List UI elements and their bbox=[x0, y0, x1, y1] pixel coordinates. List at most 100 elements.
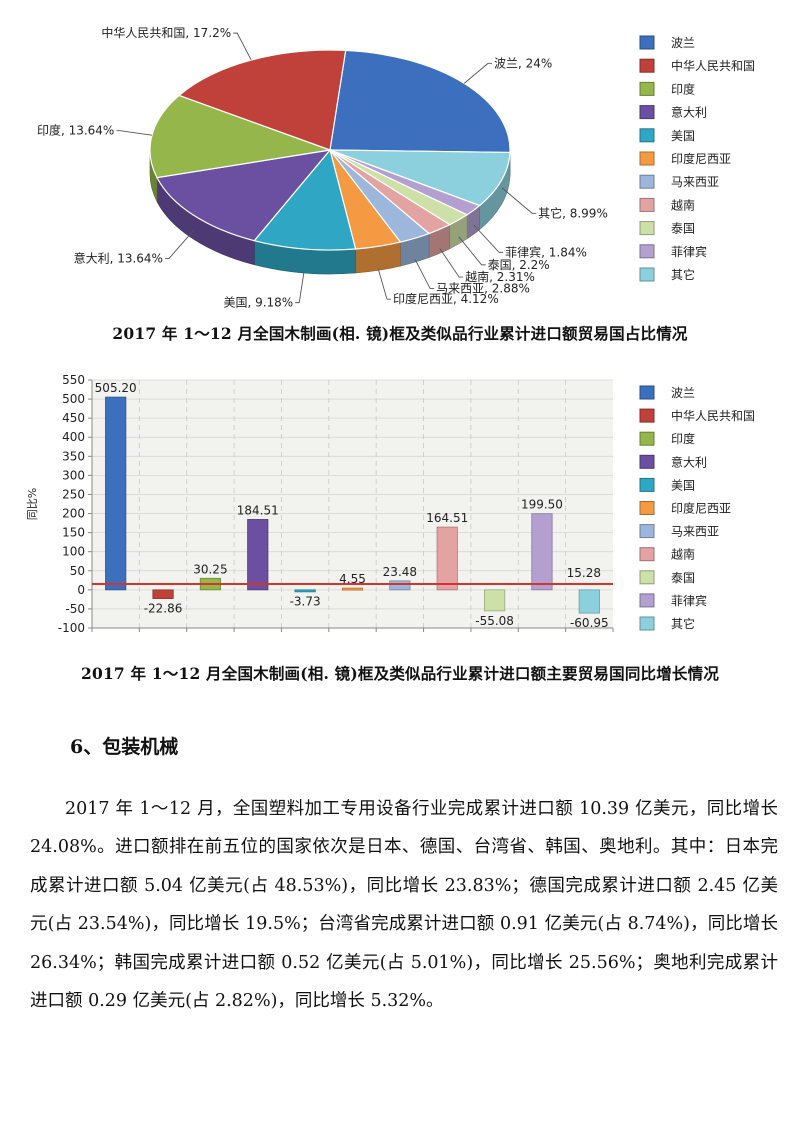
pie-slice-label: 美国, 9.18% bbox=[223, 296, 293, 310]
pie-leader-line bbox=[501, 187, 537, 214]
y-axis-label: 同比% bbox=[26, 488, 39, 520]
pie-slice-label: 越南, 2.31% bbox=[465, 269, 535, 284]
legend-swatch bbox=[639, 593, 655, 608]
legend-label: 马来西亚 bbox=[671, 525, 719, 539]
legend-swatch bbox=[639, 58, 655, 73]
legend-label: 印度尼西亚 bbox=[671, 151, 731, 166]
pie-leader-line bbox=[233, 32, 252, 61]
pie-slice-label: 马来西亚, 2.88% bbox=[436, 282, 530, 296]
legend-swatch bbox=[639, 128, 655, 143]
legend-swatch bbox=[639, 174, 655, 189]
bar-value-label: 505.20 bbox=[95, 381, 137, 395]
pie-leader-line bbox=[458, 236, 486, 266]
legend-swatch bbox=[639, 547, 655, 562]
bar-item-6 bbox=[389, 580, 411, 591]
pie-leader-line bbox=[463, 62, 493, 84]
y-tick-label: 350 bbox=[62, 449, 85, 463]
legend-label: 波兰 bbox=[671, 386, 695, 400]
legend-swatch bbox=[639, 151, 655, 166]
pie-slice-label: 印度尼西亚, 4.12% bbox=[393, 291, 499, 306]
legend-swatch bbox=[639, 616, 655, 631]
legend-label: 越南 bbox=[671, 547, 695, 562]
legend-label: 波兰 bbox=[671, 36, 695, 50]
section-heading: 6、包装机械 bbox=[70, 736, 179, 758]
y-tick-label: 250 bbox=[62, 487, 85, 501]
legend-label: 印度尼西亚 bbox=[671, 501, 731, 516]
section-body: 2017 年 1～12 月，全国塑料加工专用设备行业完成累计进口额 10.39 … bbox=[30, 790, 778, 1020]
legend-swatch bbox=[639, 477, 655, 492]
pie-tops bbox=[149, 49, 511, 251]
legend-label: 菲律宾 bbox=[671, 244, 707, 259]
y-tick-label: 300 bbox=[62, 468, 85, 482]
legend-swatch bbox=[639, 197, 655, 212]
legend-label: 意大利 bbox=[671, 454, 707, 469]
legend-label: 其它 bbox=[671, 267, 695, 282]
bar-item-5 bbox=[341, 587, 364, 591]
pie-slice-label: 中华人民共和国, 17.2% bbox=[101, 25, 231, 40]
pie-slice-label: 波兰, 24% bbox=[494, 56, 552, 70]
bar-value-label: -22.86 bbox=[144, 602, 183, 616]
legend-label: 越南 bbox=[671, 197, 695, 212]
bar-item-10 bbox=[578, 589, 600, 614]
pie-leader-line bbox=[439, 248, 464, 278]
pie-sides bbox=[149, 149, 511, 275]
bar-item-1 bbox=[152, 589, 174, 599]
legend-label: 印度 bbox=[671, 81, 695, 96]
grid-lines bbox=[92, 379, 613, 629]
pie-chart: 波兰, 24% 其它, 8.99% 菲律宾, 1.84%泰国, 2.2%越南, 2.… bbox=[37, 25, 755, 310]
pie-slice-label: 菲律宾, 1.84% bbox=[505, 244, 587, 259]
pie-slice-item-9 bbox=[149, 94, 333, 179]
legend-swatch bbox=[639, 267, 655, 282]
bar-item-9 bbox=[531, 513, 553, 591]
legend-swatch bbox=[639, 408, 655, 423]
bar-value-label: 23.48 bbox=[383, 565, 417, 579]
bar-item-7 bbox=[436, 526, 458, 591]
legend-swatch bbox=[639, 501, 655, 515]
legend-swatch bbox=[639, 81, 655, 96]
bar-value-label: -60.95 bbox=[570, 616, 609, 630]
pie-slice-label: 印度, 13.64% bbox=[37, 123, 114, 138]
legend-swatch bbox=[639, 105, 655, 120]
y-tick-label: -100 bbox=[58, 621, 85, 635]
bars: 505.20 -22.86 30.25 184.51 -3.73 4.55 23.48 164… bbox=[95, 381, 609, 630]
legend-swatch bbox=[639, 244, 655, 259]
legend-swatch bbox=[639, 385, 655, 400]
legend-swatch bbox=[639, 431, 655, 446]
legend-label: 泰国 bbox=[671, 571, 695, 585]
bar-item-8 bbox=[484, 589, 506, 612]
bar-chart-caption: 2017 年 1～12 月全国木制画(相. 镜)框及类似品行业累计进口额主要贸易… bbox=[80, 664, 720, 683]
pie-slice-item-8 bbox=[156, 149, 332, 242]
y-tick-label: 0 bbox=[77, 583, 85, 597]
pie-leader-line bbox=[414, 259, 435, 290]
legend-swatch bbox=[639, 221, 655, 236]
bar-item-0 bbox=[105, 396, 127, 591]
pie-slice-item-1 bbox=[329, 149, 511, 207]
y-tick-label: 400 bbox=[62, 430, 85, 444]
pie-leader-line bbox=[164, 230, 194, 260]
pie-chart-caption: 2017 年 1～12 月全国木制画(相. 镜)框及类似品行业累计进口额贸易国占… bbox=[112, 324, 688, 343]
bar-value-label: -3.73 bbox=[290, 594, 321, 608]
bar-value-label: -55.08 bbox=[475, 614, 514, 628]
pie-labels: 波兰, 24% 其它, 8.99% 菲律宾, 1.84%泰国, 2.2%越南, 2.… bbox=[37, 25, 608, 310]
bar-value-label: 30.25 bbox=[193, 562, 227, 576]
y-tick-label: 150 bbox=[62, 526, 85, 540]
y-tick-label: 50 bbox=[70, 564, 85, 578]
legend-swatch bbox=[639, 35, 655, 50]
legend-swatch bbox=[639, 570, 655, 585]
bar-chart: 550500450400350300250200150100500-50-100… bbox=[26, 373, 755, 635]
y-tick-label: 200 bbox=[62, 507, 85, 521]
legend-label: 印度 bbox=[671, 431, 695, 446]
legend-label: 中华人民共和国 bbox=[671, 58, 755, 73]
pie-slice-label: 其它, 8.99% bbox=[538, 205, 608, 220]
reference-line-label: 15.28 bbox=[567, 566, 601, 580]
legend-label: 中华人民共和国 bbox=[671, 408, 755, 423]
y-tick-label: 100 bbox=[62, 545, 85, 559]
pie-slice-item-7 bbox=[253, 148, 357, 251]
bar-value-label: 184.51 bbox=[237, 503, 279, 517]
y-tick-label: 450 bbox=[62, 411, 85, 425]
legend-label: 意大利 bbox=[671, 105, 707, 120]
legend-label: 其它 bbox=[671, 616, 695, 631]
